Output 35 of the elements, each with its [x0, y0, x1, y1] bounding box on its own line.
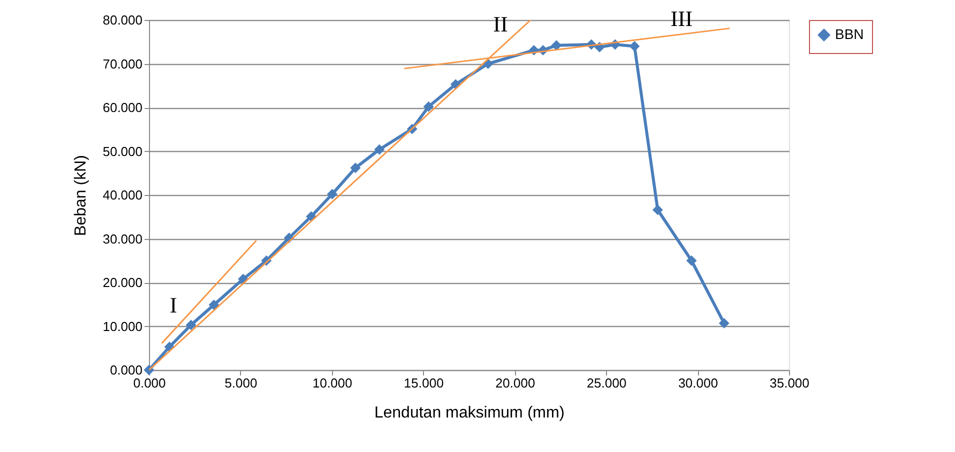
- point: [326, 188, 338, 200]
- y-tick-label: 10.000: [102, 318, 142, 334]
- legend-label: BBN: [835, 26, 864, 42]
- point: [629, 41, 640, 52]
- x-tick-label: 25.000: [586, 376, 627, 390]
- x-tick-label: 30.000: [678, 376, 718, 390]
- point: [208, 300, 220, 310]
- point: [350, 162, 361, 174]
- y-tick-label: 60.000: [102, 100, 142, 115]
- annotation: I: [170, 292, 178, 318]
- point: [686, 255, 697, 266]
- x-tick-label: 35.000: [770, 376, 810, 390]
- x-tick-label: 15.000: [404, 376, 444, 390]
- point: [186, 320, 196, 330]
- point: [374, 144, 385, 155]
- x-tick-label: 10.000: [312, 376, 352, 390]
- y-tick-label: 70.000: [102, 56, 142, 72]
- point: [718, 318, 730, 328]
- x-axis-title: Lendutan maksimum (mm): [374, 404, 565, 422]
- point: [144, 364, 154, 376]
- y-tick-label: 0.000: [110, 362, 142, 378]
- y-tick-label: 50.000: [102, 144, 142, 159]
- y-tick-label: 30.000: [102, 231, 142, 246]
- x-tick-label: 5.000: [224, 376, 258, 390]
- y-tick-label: 20.000: [102, 275, 142, 290]
- y-axis-title: Beban (kN): [72, 155, 90, 236]
- point: [551, 40, 562, 51]
- annotation: II: [493, 11, 508, 36]
- y-tick-label: 80.000: [102, 12, 142, 28]
- y-tick-label: 40.000: [102, 188, 142, 202]
- x-tick-label: 0.000: [133, 376, 166, 390]
- point: [652, 204, 663, 216]
- annotation: III: [670, 6, 693, 32]
- point: [423, 101, 434, 112]
- x-tick-label: 20.000: [495, 376, 536, 390]
